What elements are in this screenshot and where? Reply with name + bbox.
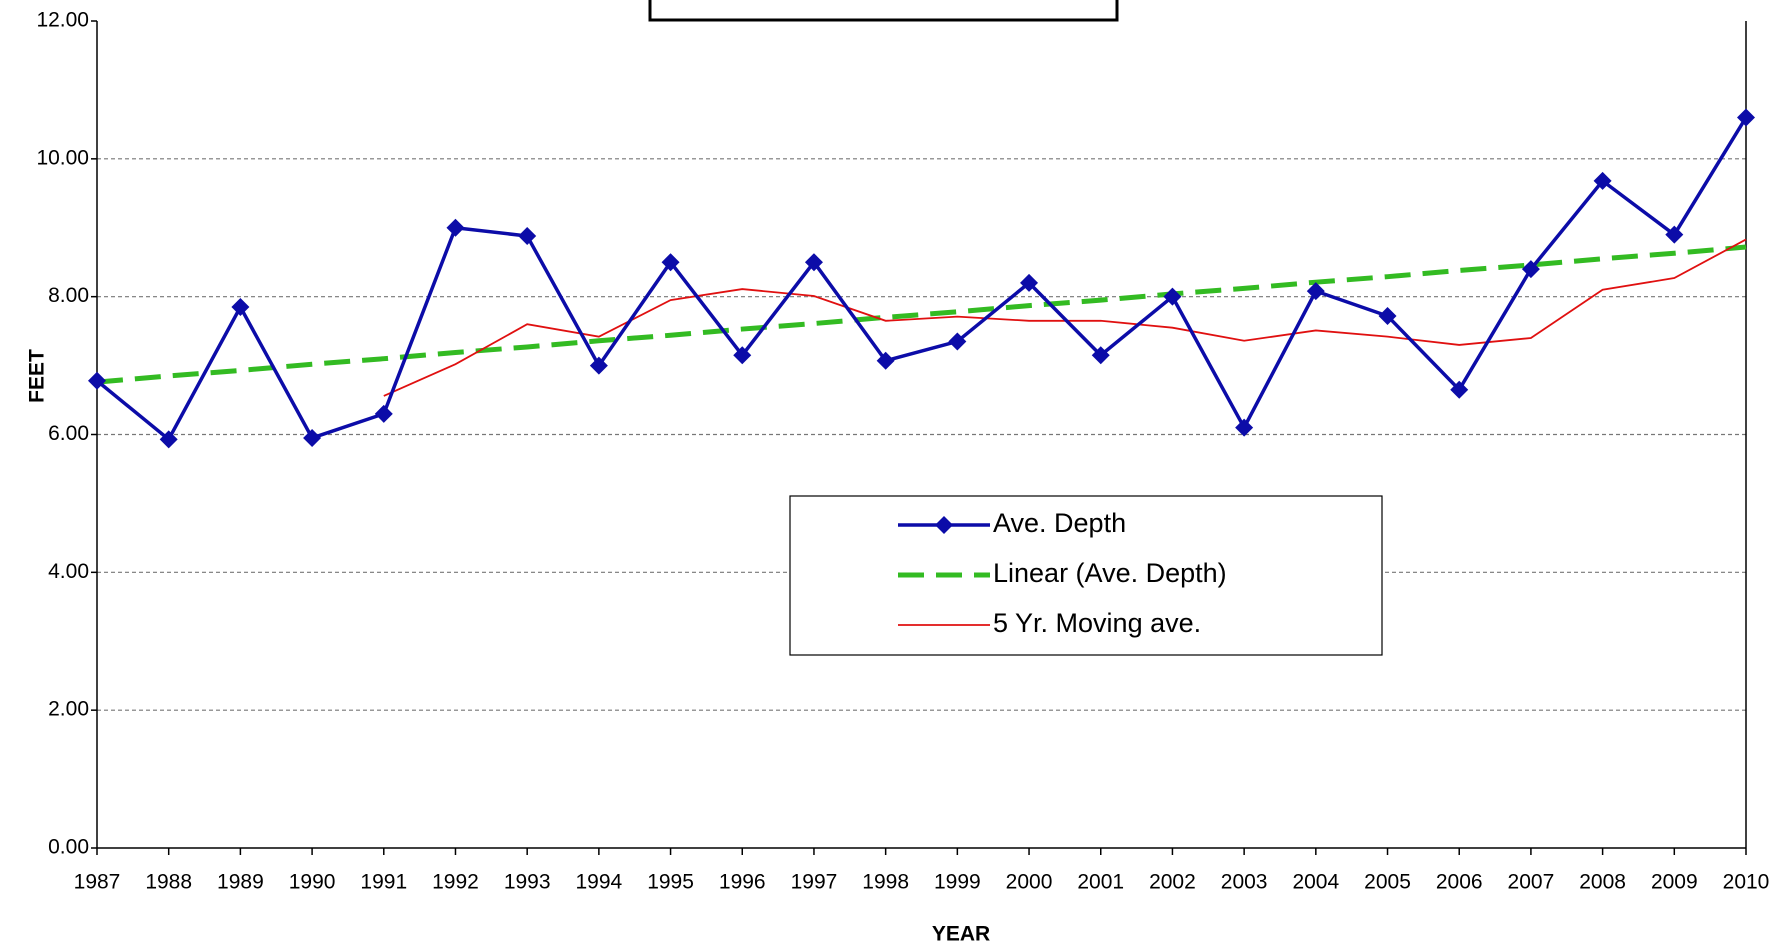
x-tick-label: 1995 [647,871,694,894]
point-marker [733,346,752,365]
point-marker [518,227,537,246]
x-tick-label: 1990 [289,871,336,894]
point-marker [1665,225,1684,244]
point-marker [231,298,250,317]
point-marker [88,371,106,390]
x-tick-label: 2007 [1508,871,1555,894]
x-tick-label: 1992 [432,871,479,894]
point-marker [876,351,895,370]
point-marker [1450,380,1469,399]
point-marker [374,404,393,423]
legend-box [789,495,1383,656]
x-tick-label: 2008 [1579,871,1626,894]
legend-label: Ave. Depth [993,508,1126,538]
x-tick-label: 1996 [719,871,766,894]
series-line [96,244,1747,385]
point-marker [661,253,680,272]
x-tick-label: 1994 [576,871,623,894]
point-marker [804,253,823,272]
point-marker [589,356,608,375]
x-tick-label: 1993 [504,871,551,894]
y-tick-label: 4.00 [48,560,89,583]
x-tick-label: 2009 [1651,871,1698,894]
y-axis-title: FEET [26,349,49,403]
point-marker [1020,273,1039,292]
x-tick-label: 1988 [145,871,192,894]
x-tick-label: 2010 [1723,871,1770,894]
point-marker [1091,346,1110,365]
point-marker [1163,287,1182,306]
point-marker [1593,171,1612,190]
x-tick-label: 2001 [1077,871,1124,894]
y-tick-label: 6.00 [48,422,89,445]
x-tick-label: 1991 [360,871,407,894]
y-tick-label: 8.00 [48,284,89,307]
point-marker [159,430,178,449]
point-marker [446,218,465,237]
y-tick-label: 10.00 [36,146,89,169]
x-tick-label: 2006 [1436,871,1483,894]
x-tick-label: 2005 [1364,871,1411,894]
point-marker [1378,306,1397,325]
legend-label: 5 Yr. Moving ave. [993,608,1201,638]
point-marker [1521,260,1540,279]
x-tick-label: 2002 [1149,871,1196,894]
x-tick-label: 1989 [217,871,264,894]
x-tick-label: 1998 [862,871,909,894]
x-axis-title: YEAR [932,923,990,946]
legend-label: Linear (Ave. Depth) [993,558,1227,588]
y-tick-label: 12.00 [36,9,89,32]
legend-marker [935,516,953,534]
x-tick-label: 2000 [1006,871,1053,894]
point-marker [1235,418,1254,437]
legend: Ave. Depth Linear (Ave. Depth) 5 Yr. Movin… [789,495,1383,656]
x-tick-label: 2003 [1221,871,1268,894]
x-tick-label: 1987 [74,871,121,894]
y-tick-label: 2.00 [48,698,89,721]
x-tick-label: 2004 [1292,871,1339,894]
point-marker [1737,108,1755,127]
x-tick-label: 1997 [791,871,838,894]
y-tick-label: 0.00 [48,836,89,859]
point-marker [303,428,322,447]
point-marker [948,332,967,351]
series-line [95,116,1748,443]
title-box [648,0,1119,22]
x-tick-label: 1999 [934,871,981,894]
point-marker [1306,282,1325,301]
